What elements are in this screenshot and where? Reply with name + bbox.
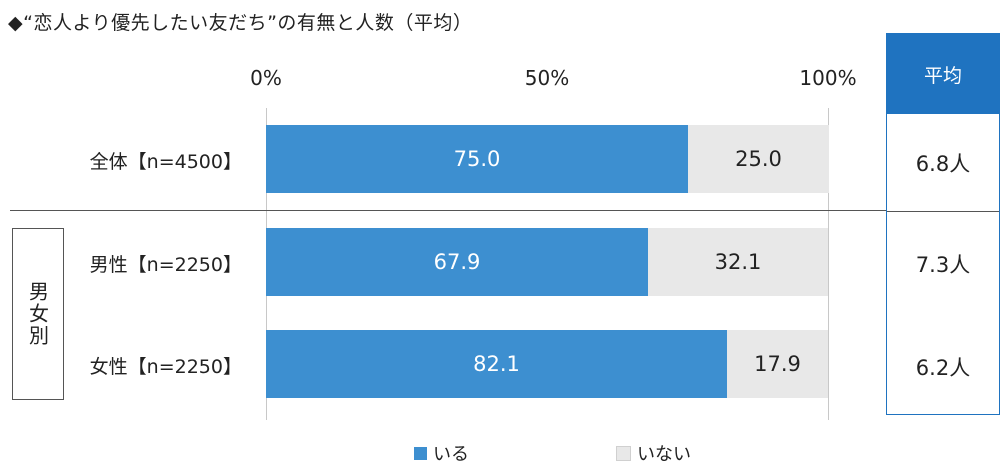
average-panel: 平均 6.8人 7.3人 6.2人 xyxy=(886,33,1000,415)
data-label-yes-0: 75.0 xyxy=(453,147,501,171)
bar-segment-no-1: 32.1 xyxy=(648,228,828,296)
legend-swatch-no xyxy=(616,445,631,461)
x-tick-0: 0% xyxy=(250,66,282,90)
legend-label-yes: いる xyxy=(433,444,469,465)
group-box-gender: 男女別 xyxy=(12,228,64,400)
group-separator xyxy=(10,210,886,211)
legend-item-yes: いる xyxy=(414,440,469,466)
data-label-no-1: 32.1 xyxy=(714,250,762,274)
average-header: 平均 xyxy=(887,34,999,114)
row-label-female: 女性【n=2250】 xyxy=(89,356,242,378)
average-value-female: 6.2人 xyxy=(915,356,971,380)
chart-title: ◆“恋人より優先したい友だち”の有無と人数（平均） xyxy=(8,12,473,34)
data-label-no-2: 17.9 xyxy=(754,352,801,376)
data-label-yes-1: 67.9 xyxy=(433,250,481,274)
average-value-total: 6.8人 xyxy=(915,152,971,176)
legend-item-no: いない xyxy=(616,440,691,466)
data-label-yes-2: 82.1 xyxy=(473,352,520,376)
row-label-total: 全体【n=4500】 xyxy=(89,151,242,173)
legend-label-no: いない xyxy=(637,444,691,465)
row-label-male: 男性【n=2250】 xyxy=(89,254,242,276)
bar-segment-yes-0: 75.0 xyxy=(266,125,688,193)
bar-segment-no-0: 25.0 xyxy=(688,125,829,193)
legend-swatch-yes xyxy=(414,446,427,460)
x-tick-50: 50% xyxy=(524,66,570,90)
data-label-no-0: 25.0 xyxy=(735,147,782,171)
average-separator xyxy=(887,211,999,212)
average-value-male: 7.3人 xyxy=(915,253,971,277)
x-tick-100: 100% xyxy=(799,66,857,90)
bar-segment-yes-2: 82.1 xyxy=(266,330,727,398)
right-gridline xyxy=(828,108,829,420)
group-label: 男女別 xyxy=(25,281,50,347)
bar-segment-yes-1: 67.9 xyxy=(266,228,648,296)
bar-segment-no-2: 17.9 xyxy=(727,330,828,398)
